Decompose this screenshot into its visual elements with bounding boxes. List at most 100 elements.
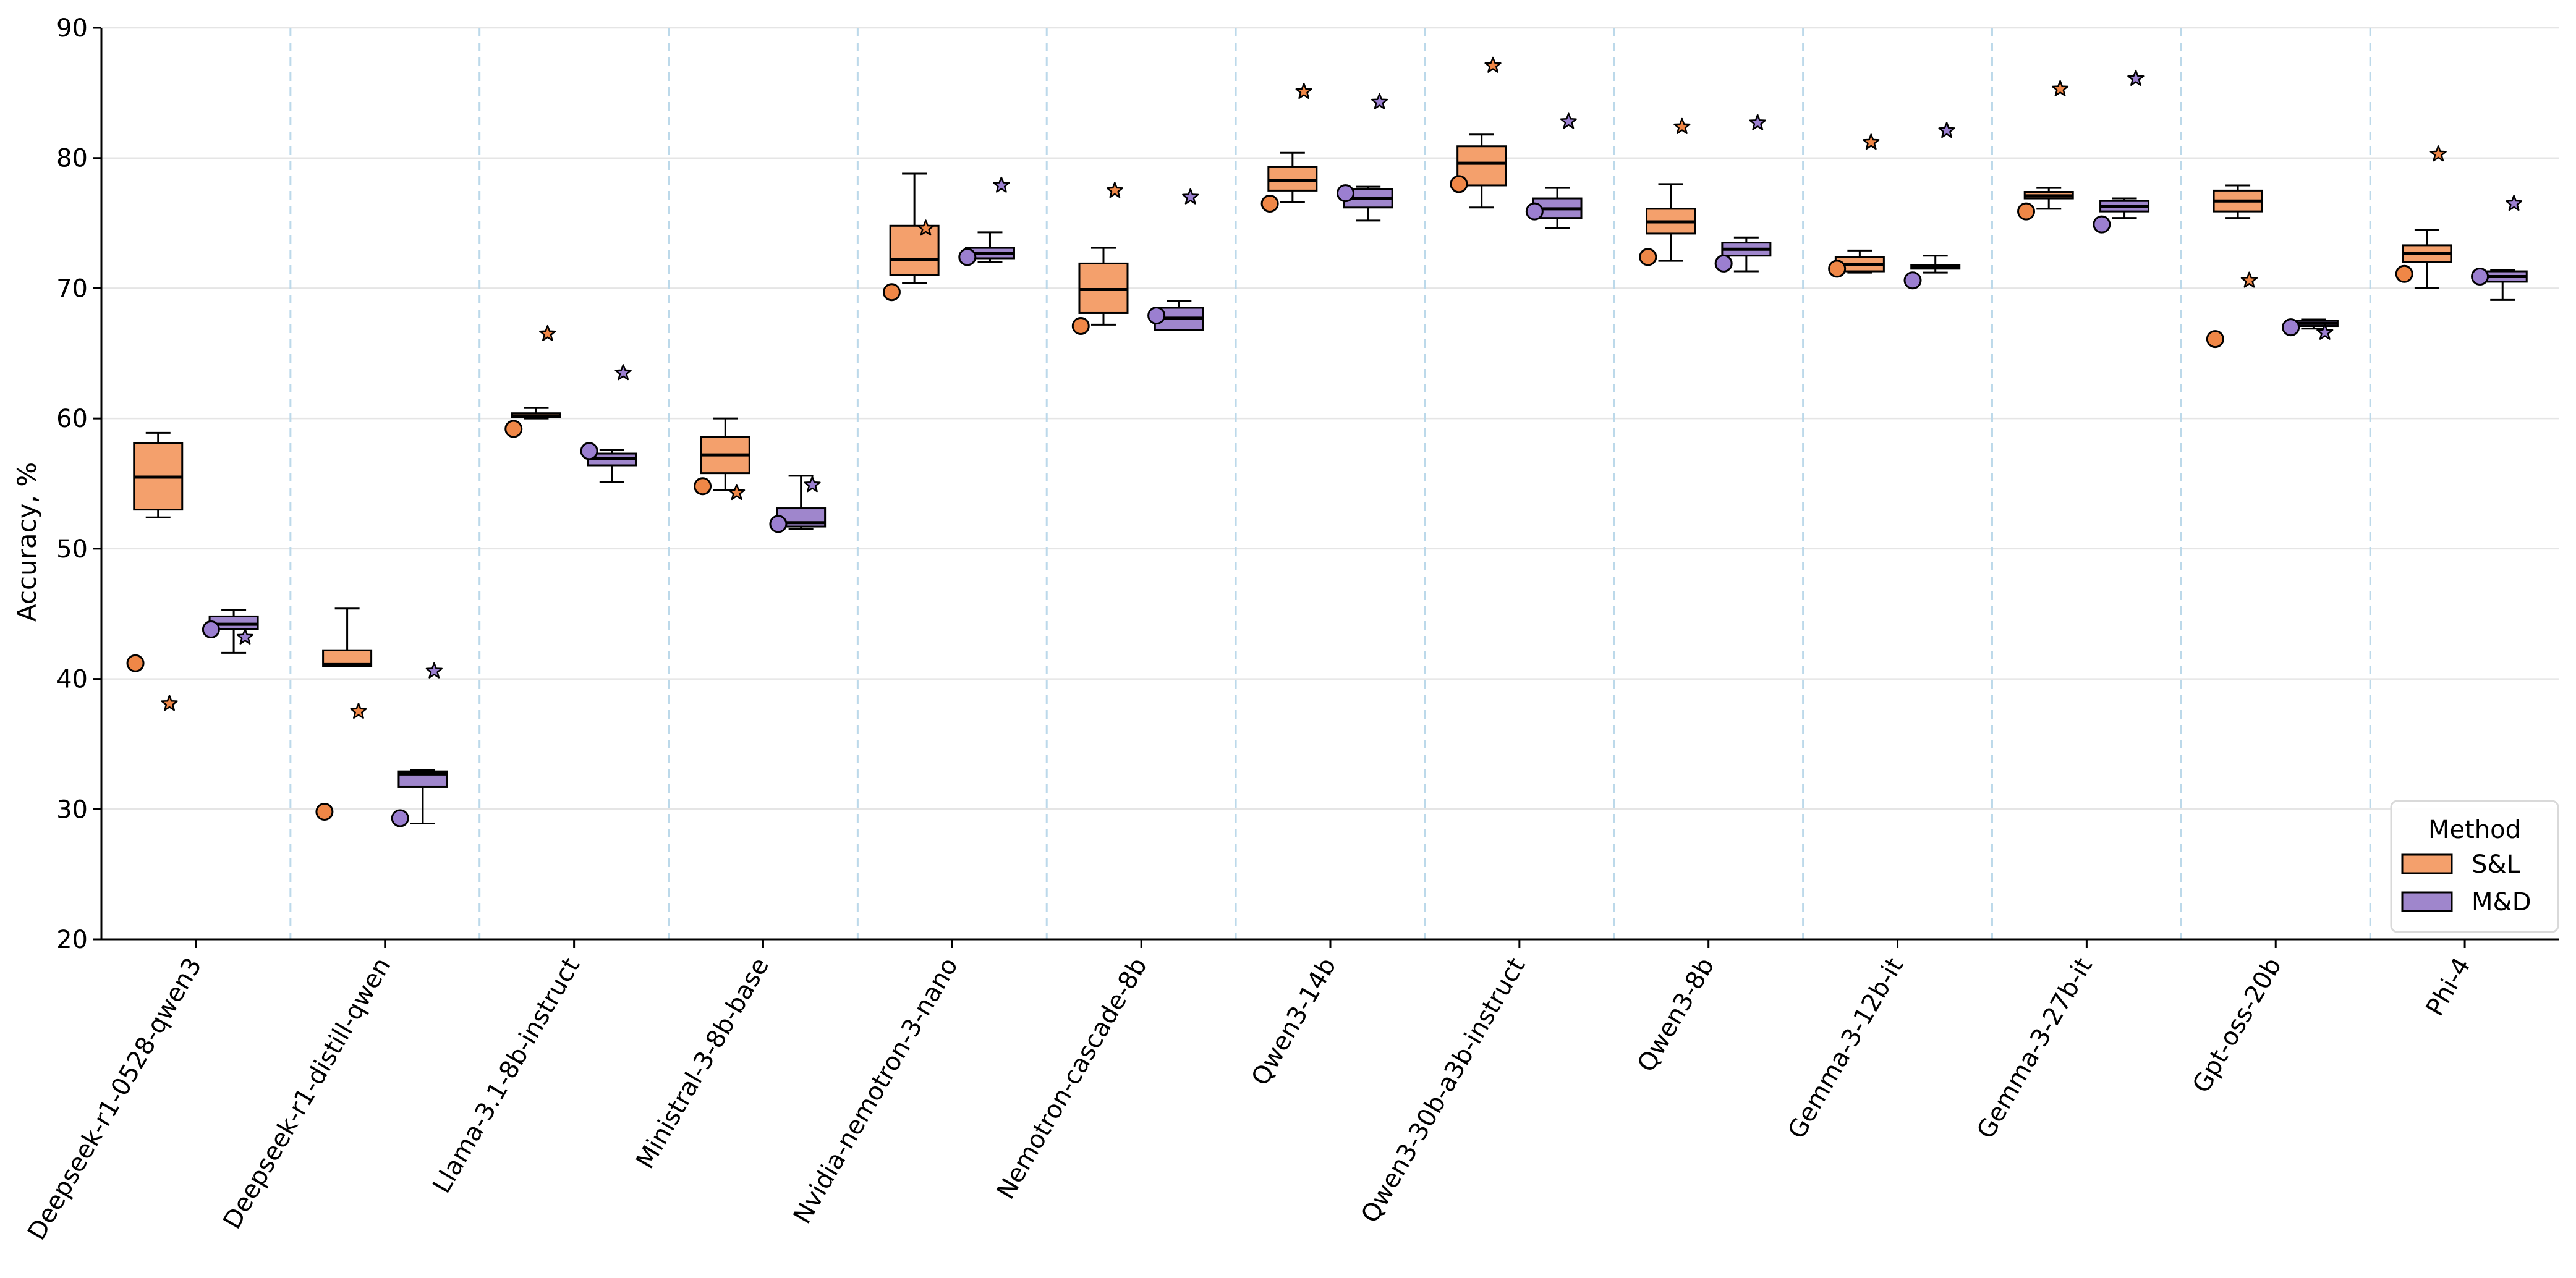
legend-swatch-sl bbox=[2401, 853, 2453, 874]
legend-label-sl: S&L bbox=[2472, 850, 2521, 879]
box-sl bbox=[889, 172, 940, 284]
star-marker bbox=[1938, 122, 1955, 138]
legend-swatch-md bbox=[2401, 891, 2453, 912]
box-sl bbox=[133, 431, 184, 518]
y-tick-label: 70 bbox=[56, 274, 88, 303]
circle-marker bbox=[126, 654, 145, 672]
box-sl bbox=[1078, 247, 1129, 326]
star-marker bbox=[2505, 195, 2523, 211]
circle-marker bbox=[1903, 271, 1922, 290]
circle-marker bbox=[1525, 202, 1544, 221]
star-marker bbox=[1484, 56, 1502, 73]
box-md bbox=[397, 769, 448, 824]
box-body bbox=[889, 224, 940, 276]
category-separators bbox=[289, 28, 2371, 939]
box-sl bbox=[2023, 187, 2074, 210]
x-tick-label: Gemma-3-27b-it bbox=[1971, 953, 2098, 1144]
circle-marker bbox=[1714, 254, 1733, 273]
box-md bbox=[964, 231, 1015, 263]
x-tick-label: Ministral-3-8b-base bbox=[631, 953, 775, 1174]
circle-marker bbox=[882, 283, 901, 302]
circle-marker bbox=[958, 248, 977, 266]
y-tick-label: 40 bbox=[56, 666, 88, 694]
star-marker bbox=[236, 628, 254, 645]
y-tick-label: 90 bbox=[56, 14, 88, 43]
circle-marker bbox=[2395, 264, 2413, 283]
x-tick-label: Nemotron-cascade-8b bbox=[992, 953, 1153, 1204]
circle-marker bbox=[2282, 318, 2300, 337]
star-marker bbox=[2240, 271, 2258, 288]
circle-marker bbox=[1336, 184, 1354, 203]
y-axis-label: Accuracy, % bbox=[12, 462, 42, 622]
star-marker bbox=[1673, 117, 1691, 134]
x-tick-label: Qwen3-14b bbox=[1246, 953, 1342, 1090]
y-tick-label: 60 bbox=[56, 405, 88, 433]
legend-title: Method bbox=[2428, 816, 2521, 844]
box-md bbox=[208, 609, 259, 654]
star-marker bbox=[804, 476, 821, 493]
x-tick-label: Phi-4 bbox=[2421, 953, 2476, 1021]
circle-marker bbox=[1639, 248, 1657, 266]
x-tick-label: Gemma-3-12b-it bbox=[1782, 953, 1909, 1144]
circle-marker bbox=[1071, 317, 1090, 336]
x-tick-label: Qwen3-8b bbox=[1632, 953, 1720, 1077]
star-marker bbox=[1295, 83, 1312, 99]
box-md bbox=[1721, 236, 1772, 273]
star-marker bbox=[614, 364, 632, 381]
star-marker bbox=[1371, 93, 1388, 109]
circle-marker bbox=[1828, 260, 1847, 278]
star-marker bbox=[1182, 188, 1199, 205]
grid-lines bbox=[101, 27, 2559, 941]
star-marker bbox=[1106, 182, 1123, 198]
axes: Accuracy, % 20 30 40 50 60 70 80 90 Deepseek-r1-… bbox=[12, 14, 2559, 1245]
box-sl bbox=[700, 417, 750, 491]
star-marker bbox=[1749, 114, 1766, 130]
box-md bbox=[1910, 255, 1961, 274]
legend-label-md: M&D bbox=[2472, 888, 2531, 916]
star-marker bbox=[1560, 112, 1577, 129]
circle-marker bbox=[2017, 202, 2036, 221]
box-sl bbox=[2402, 229, 2452, 289]
box-sl bbox=[1456, 133, 1507, 209]
circle-marker bbox=[2471, 267, 2489, 286]
star-marker bbox=[2127, 69, 2145, 86]
y-tick-label: 30 bbox=[56, 795, 88, 824]
box-md bbox=[587, 449, 637, 483]
star-marker bbox=[728, 484, 746, 501]
star-marker bbox=[2316, 323, 2334, 340]
boxes bbox=[133, 133, 2528, 824]
circle-marker bbox=[202, 620, 220, 638]
circle-marker bbox=[2206, 330, 2224, 349]
star-marker bbox=[2429, 145, 2447, 162]
circle-marker bbox=[1147, 307, 1166, 325]
circle-marker bbox=[769, 515, 788, 533]
y-tick-label: 20 bbox=[56, 926, 88, 954]
star-marker bbox=[350, 703, 367, 719]
box-sl bbox=[511, 407, 561, 420]
box-sl bbox=[1646, 183, 1696, 262]
y-tick-label: 50 bbox=[56, 535, 88, 564]
circle-marker bbox=[1260, 194, 1279, 213]
x-tick-label: Qwen3-30b-a3b-instruct bbox=[1356, 953, 1531, 1228]
circle-marker bbox=[580, 442, 598, 460]
circle-marker bbox=[1450, 175, 1468, 193]
star-marker bbox=[161, 695, 178, 711]
star-marker bbox=[1863, 133, 1880, 150]
x-tick-label: Deepseek-r1-distill-qwen bbox=[218, 953, 396, 1234]
circle-marker bbox=[2093, 215, 2111, 234]
circle-marker bbox=[315, 803, 334, 821]
y-tick-label: 80 bbox=[56, 145, 88, 173]
x-tick-label: Nvidia-nemotron-3-nano bbox=[788, 953, 964, 1229]
star-marker bbox=[539, 324, 556, 341]
box-sl bbox=[322, 607, 373, 667]
star-marker bbox=[993, 176, 1010, 193]
x-tick-label: Deepseek-r1-0528-qwen3 bbox=[22, 953, 207, 1245]
star-marker bbox=[425, 662, 443, 679]
box-sl bbox=[2213, 184, 2263, 219]
circle-marker bbox=[504, 420, 523, 438]
legend: Method S&L M&D bbox=[2390, 800, 2559, 933]
star-marker bbox=[917, 219, 935, 236]
x-tick-label: Llama-3.1-8b-instruct bbox=[428, 953, 586, 1198]
circle-marker bbox=[391, 809, 409, 827]
